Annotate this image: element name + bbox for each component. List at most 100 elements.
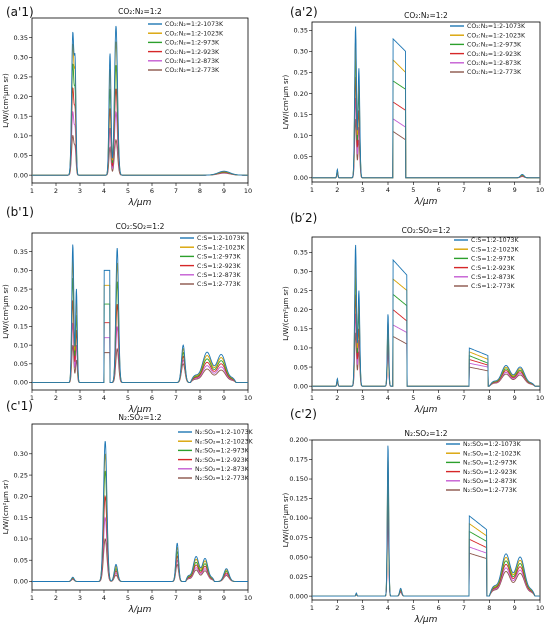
y-tick-label: 0.05 (14, 556, 28, 564)
x-tick-label: 6 (150, 394, 154, 402)
y-tick-label: 0.35 (294, 249, 308, 257)
legend-label: CO₂:N₂=1:2-1073K (165, 21, 224, 28)
legend-label: CO₂:N₂=1:2-973K (165, 40, 220, 47)
x-tick-label: 5 (126, 187, 130, 195)
y-tick-label: 0.100 (289, 514, 308, 522)
legend-label: N₂:SO₂=1:2-1023K (463, 450, 522, 457)
y-tick-label: 0.05 (14, 152, 28, 160)
series-line-5 (312, 503, 540, 597)
legend-label: N₂:SO₂=1:2-973K (195, 448, 250, 455)
legend-label: C:S=1:2-873K (197, 272, 242, 279)
x-axis-label: λ/μm (414, 615, 438, 625)
legend-label: N₂:SO₂=1:2-923K (463, 469, 518, 476)
x-tick-label: 10 (536, 394, 544, 402)
y-tick-label: 0.05 (294, 153, 308, 161)
axes-frame (31, 423, 249, 591)
x-tick-label: 10 (536, 604, 544, 612)
x-tick-label: 2 (54, 394, 58, 402)
legend-label: N₂:SO₂=1:2-973K (463, 460, 518, 467)
x-tick-label: 9 (222, 394, 226, 402)
y-axis-label: L/W/(cm²μm sr) (2, 284, 10, 339)
series-line-6 (312, 332, 540, 387)
legend-label: C:S=1:2-973K (197, 254, 242, 261)
x-tick-label: 2 (54, 187, 58, 195)
x-tick-label: 1 (310, 604, 314, 612)
x-tick-label: 4 (386, 604, 390, 612)
legend: N₂:SO₂=1:2-1073K N₂:SO₂=1:2-1023K N₂:SO₂=1… (446, 441, 522, 494)
x-tick-label: 8 (487, 604, 491, 612)
legend-label: N₂:SO₂=1:2-773K (195, 475, 250, 482)
x-tick-label: 1 (30, 187, 34, 195)
axes-frame (311, 236, 541, 391)
y-tick-label: 0.35 (294, 27, 308, 35)
legend-label: C:S=1:2-1023K (197, 244, 245, 251)
series-line-3 (32, 470, 248, 582)
x-tick-label: 7 (174, 394, 178, 402)
legend-label: C:S=1:2-1023K (471, 246, 519, 253)
y-tick-label: 0.20 (14, 304, 28, 312)
y-axis-label: L/W/(cm²μm sr) (2, 479, 10, 534)
panel-label: (a'2) (290, 5, 318, 19)
x-tick-label: 5 (411, 394, 415, 402)
y-tick-label: 0.00 (14, 171, 28, 179)
y-axis-label: L/W/(cm²μm sr) (2, 73, 10, 128)
legend-label: CO₂:N₂=1:2-1023K (467, 32, 526, 39)
x-tick-label: 7 (462, 186, 466, 194)
x-tick-label: 4 (102, 394, 106, 402)
x-tick-label: 3 (78, 594, 82, 602)
y-tick-label: 0.00 (14, 578, 28, 586)
series-line-4 (312, 488, 540, 597)
series-line-1 (32, 441, 248, 582)
series-line-6 (32, 538, 248, 582)
y-axis-label: L/W/(cm²μm sr) (282, 286, 290, 341)
x-tick-label: 2 (335, 186, 339, 194)
legend-label: N₂:SO₂=1:2-1023K (195, 438, 254, 445)
x-tick-label: 6 (150, 187, 154, 195)
y-tick-label: 0.15 (14, 514, 28, 522)
y-axis-label: L/W/(cm²μm sr) (282, 492, 290, 547)
y-tick-label: 0.25 (294, 287, 308, 295)
x-axis-label: λ/μm (414, 405, 438, 415)
x-tick-label: 8 (487, 394, 491, 402)
x-tick-label: 6 (150, 594, 154, 602)
legend: C:S=1:2-1073K C:S=1:2-1023K C:S=1:2-973K C:… (180, 235, 245, 288)
axes-frame (31, 17, 249, 184)
x-tick-label: 2 (54, 594, 58, 602)
x-tick-label: 6 (437, 604, 441, 612)
x-tick-label: 9 (513, 394, 517, 402)
series-line-5 (312, 313, 540, 387)
panel-label: (a'1) (6, 5, 34, 19)
x-tick-label: 8 (198, 394, 202, 402)
legend-label: C:S=1:2-773K (471, 283, 516, 290)
y-tick-label: 0.10 (294, 132, 308, 140)
x-tick-label: 5 (411, 186, 415, 194)
chart-panel-6: (c'2) N₂:SO₂=1:2 1 2 3 4 5 6 7 8 9 10 0.000 0.025 0.05… (282, 407, 544, 625)
x-tick-label: 10 (536, 186, 544, 194)
x-tick-label: 7 (174, 594, 178, 602)
y-tick-label: 0.050 (289, 553, 308, 561)
series-line-1 (312, 445, 540, 597)
series-line-3 (32, 63, 248, 176)
y-tick-label: 0.00 (14, 379, 28, 387)
legend-label: N₂:SO₂=1:2-1073K (463, 441, 522, 448)
y-tick-label: 0.15 (294, 111, 308, 119)
y-axis-label: L/W/(cm²μm sr) (282, 74, 290, 129)
legend-label: CO₂:N₂=1:2-873K (467, 60, 522, 67)
x-tick-label: 1 (30, 394, 34, 402)
legend-label: C:S=1:2-973K (471, 256, 516, 263)
x-tick-label: 2 (335, 394, 339, 402)
series-line-1 (32, 244, 248, 383)
x-tick-label: 9 (222, 594, 226, 602)
y-tick-label: 0.00 (294, 382, 308, 390)
y-tick-label: 0.025 (289, 573, 308, 581)
y-tick-label: 0.05 (294, 363, 308, 371)
y-tick-label: 0.20 (294, 90, 308, 98)
y-tick-label: 0.175 (289, 456, 308, 464)
series-line-2 (32, 453, 248, 582)
x-tick-label: 5 (126, 394, 130, 402)
series-line-5 (32, 516, 248, 582)
x-axis-label: λ/μm (128, 605, 152, 615)
x-axis-label: λ/μm (128, 198, 152, 208)
x-tick-label: 6 (437, 186, 441, 194)
chart-panel-2: (a'2) CO₂:N₂=1:2 1 2 3 4 5 6 7 8 9 10 0.00 0.05 0.10 0.… (282, 5, 544, 207)
